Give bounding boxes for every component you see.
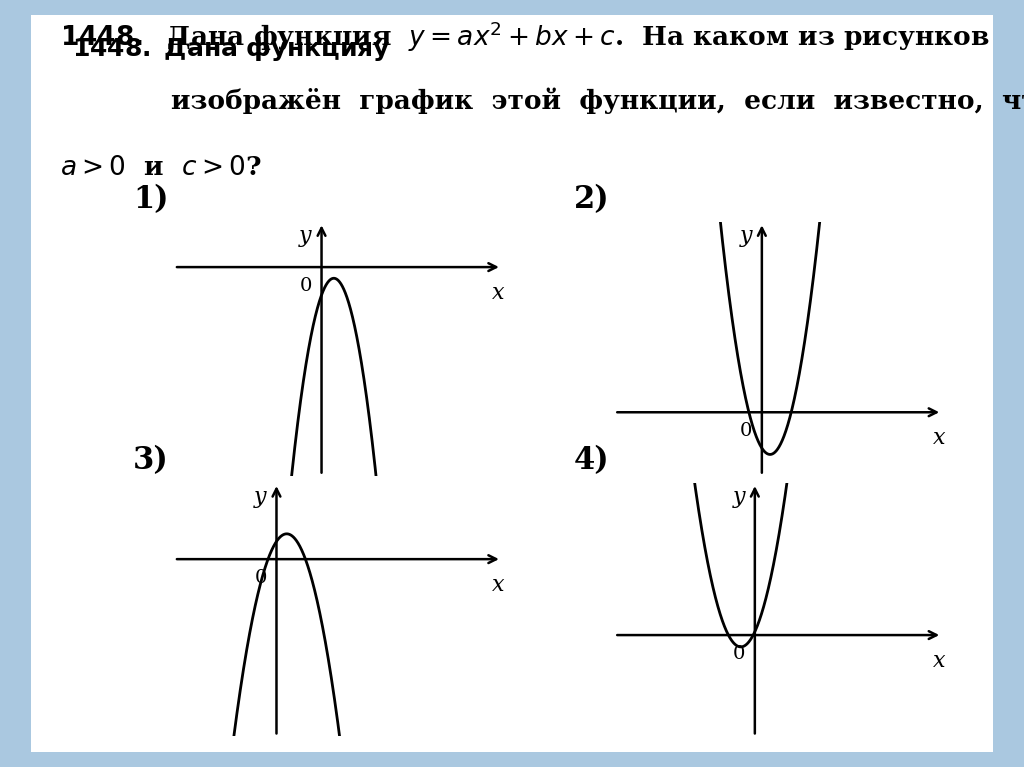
Text: $\mathbf{1448.}$  Дана функция  $y = ax^2 + bx + c$.  На каком из рисунков: $\mathbf{1448.}$ Дана функция $y = ax^2 … xyxy=(60,19,990,54)
Text: x: x xyxy=(493,574,505,596)
Text: y: y xyxy=(739,225,752,247)
Text: 0: 0 xyxy=(739,423,752,440)
Text: изображён  график  этой  функции,  если  известно,  что: изображён график этой функции, если изве… xyxy=(171,87,1024,114)
Text: x: x xyxy=(933,427,945,449)
Text: x: x xyxy=(493,282,505,304)
Text: 0: 0 xyxy=(299,277,311,295)
Text: $a > 0$  и  $c > 0$?: $a > 0$ и $c > 0$? xyxy=(60,155,262,180)
Text: y: y xyxy=(254,486,266,508)
Text: 1): 1) xyxy=(133,184,169,215)
Text: 2): 2) xyxy=(573,184,609,215)
Text: 0: 0 xyxy=(732,645,745,663)
Text: 0: 0 xyxy=(254,569,266,588)
Text: y: y xyxy=(732,486,745,508)
Text: $\mathbf{1448.}$ $\mathbf{Дана\ функцияy}$: $\mathbf{1448.}$ $\mathbf{Дана\ функцияy… xyxy=(72,35,390,63)
Text: y: y xyxy=(299,225,311,247)
Text: 3): 3) xyxy=(133,445,169,476)
Text: 4): 4) xyxy=(573,445,609,476)
Text: x: x xyxy=(933,650,945,672)
